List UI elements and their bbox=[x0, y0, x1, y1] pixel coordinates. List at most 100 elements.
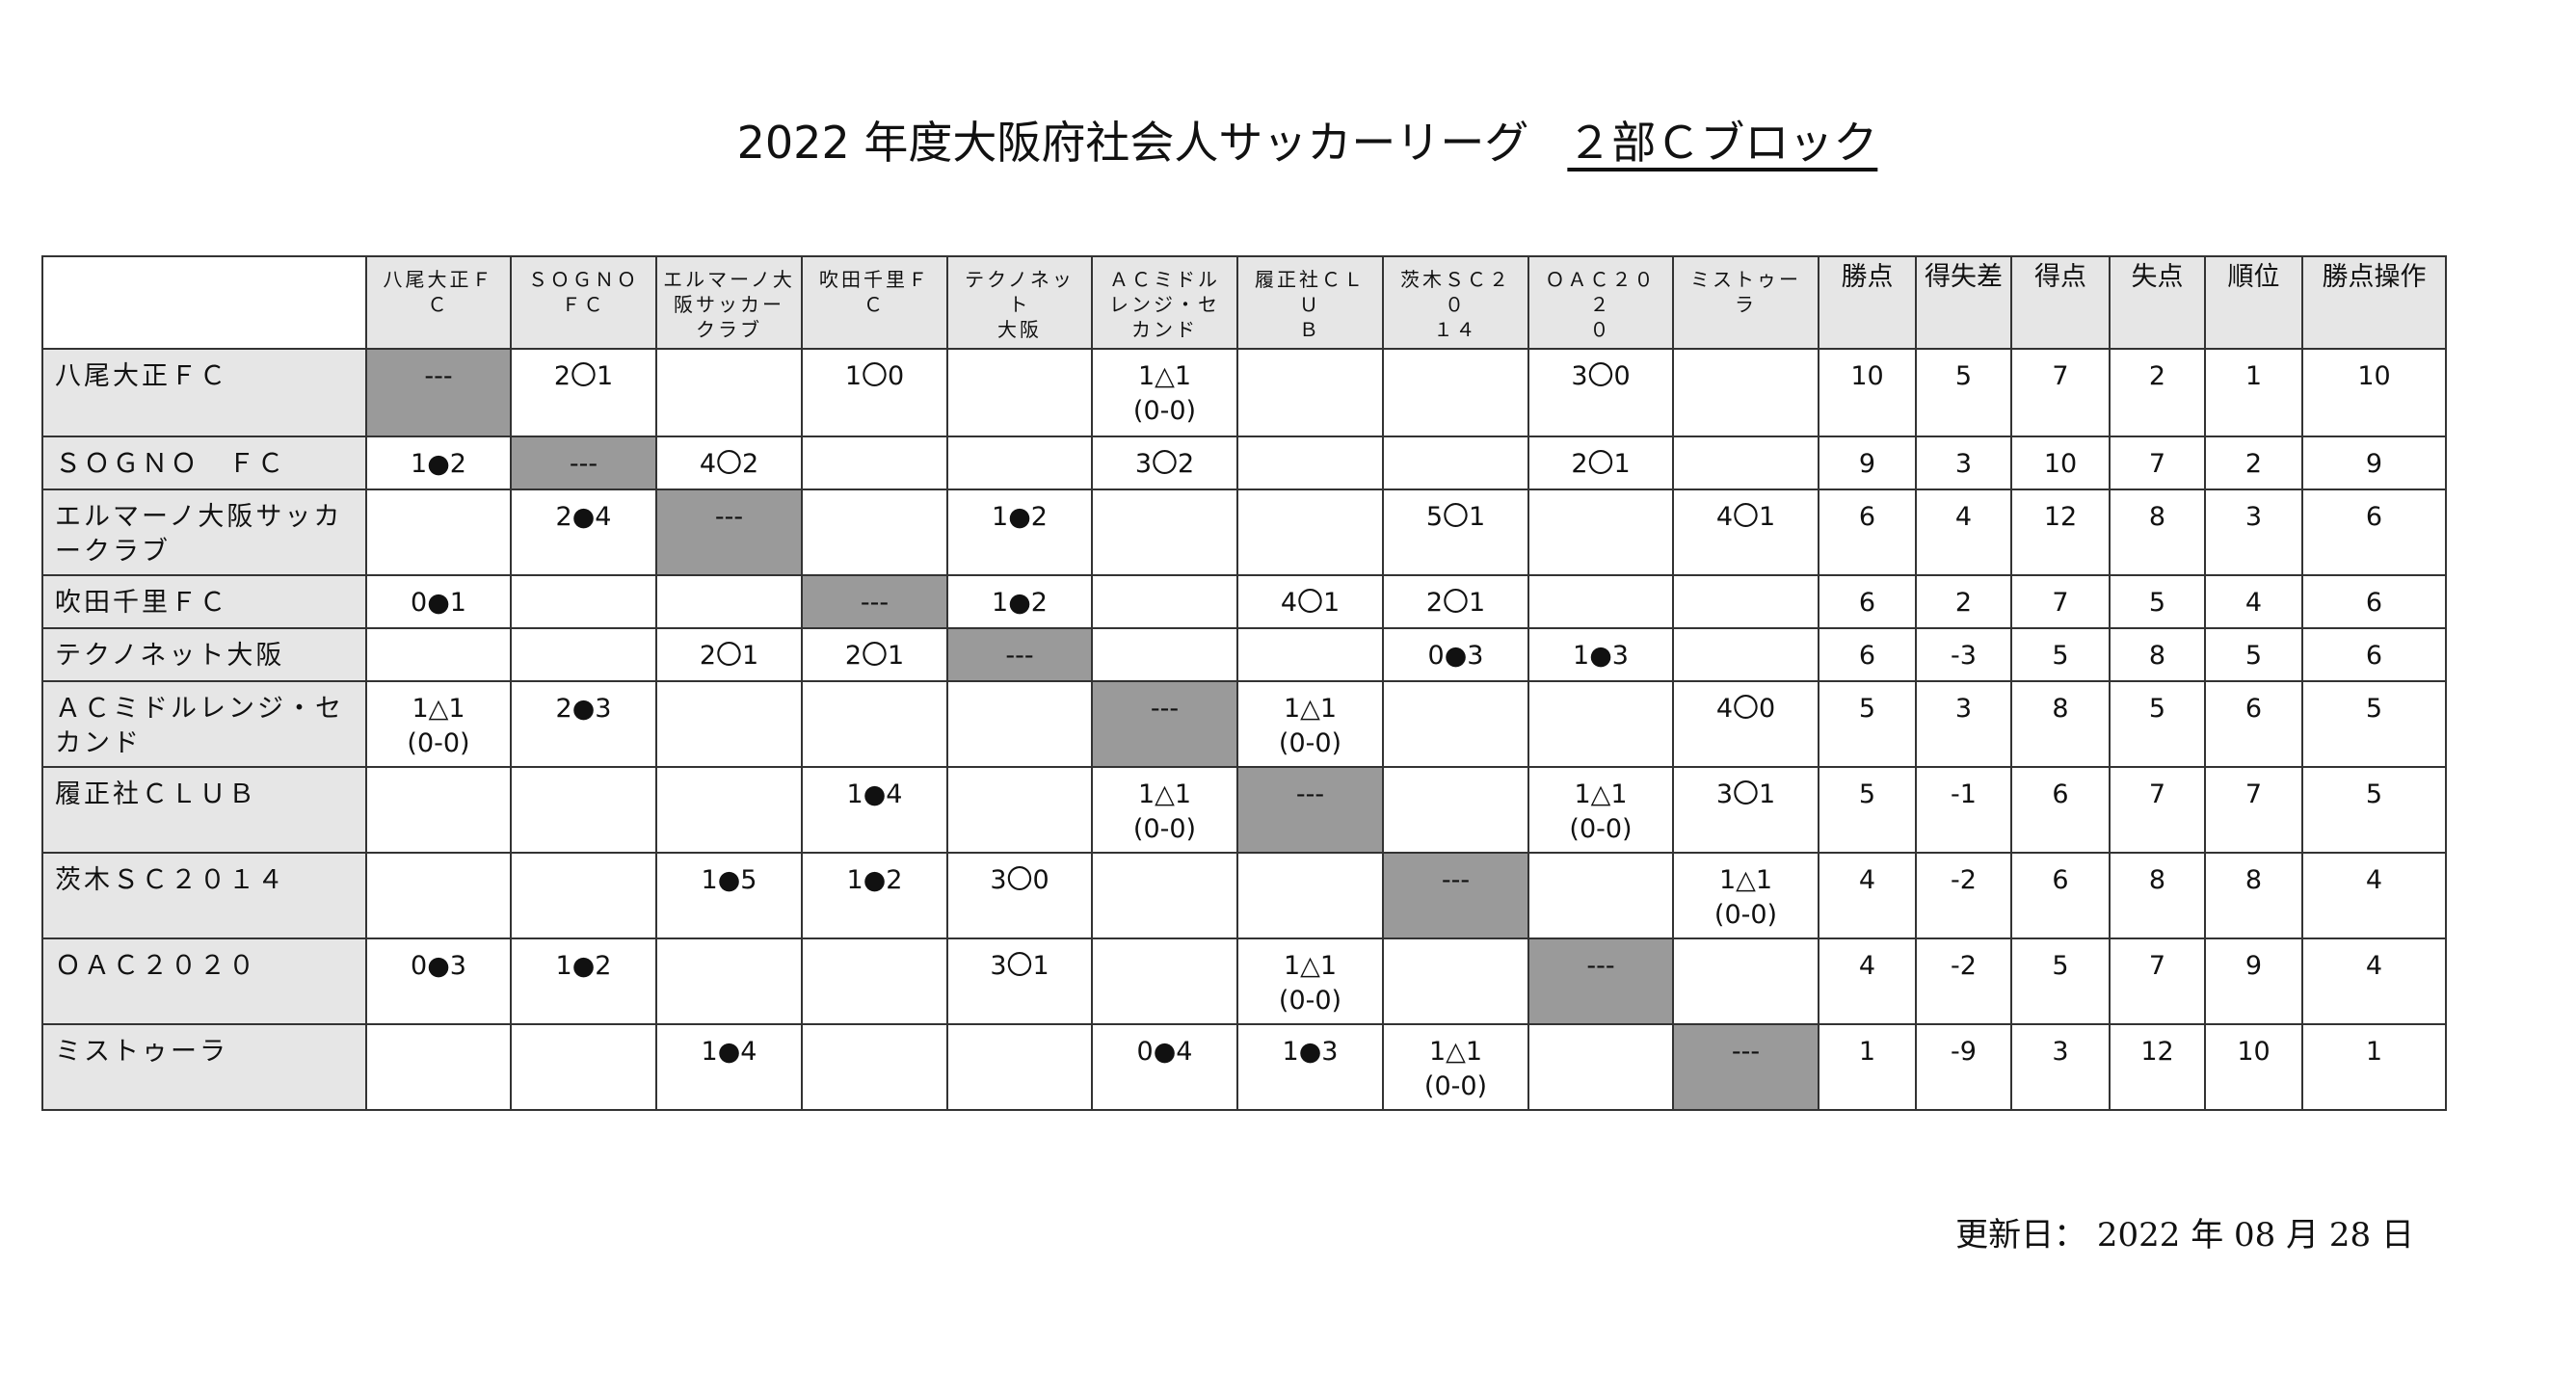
result-cell bbox=[946, 436, 1093, 490]
team-name: 履正社ＣＬＵＢ bbox=[41, 766, 367, 854]
stat-cell: 4 bbox=[2301, 852, 2447, 939]
result-cell: 2〇1 bbox=[510, 348, 657, 437]
table-row: 茨木ＳＣ２０１４ 1●5 1●2 3〇0 --- 1△1 (0-0) 4 -2 6 8 8 4 bbox=[41, 852, 2447, 939]
result-cell bbox=[1672, 627, 1819, 682]
stat-cell: 5 bbox=[2301, 766, 2447, 854]
result-cell: 1●2 bbox=[365, 436, 512, 490]
result-cell bbox=[1672, 574, 1819, 629]
team-name: ＡＣミドルレンジ・セカンド bbox=[41, 680, 367, 768]
result-cell bbox=[1236, 348, 1384, 437]
result-cell bbox=[801, 1023, 948, 1111]
self-match-cell: --- bbox=[1672, 1023, 1819, 1111]
result-cell bbox=[365, 627, 512, 682]
stat-cell: 2 bbox=[1915, 574, 2012, 629]
stat-cell: 9 bbox=[2301, 436, 2447, 490]
stat-cell: 3 bbox=[2204, 488, 2303, 576]
result-cell: 1△1 (0-0) bbox=[1091, 348, 1238, 437]
result-cell: 1●2 bbox=[946, 574, 1093, 629]
stat-cell: 6 bbox=[1818, 574, 1917, 629]
title-main: 2022 年度大阪府社会人サッカーリーグ bbox=[736, 117, 1529, 169]
stat-cell: 6 bbox=[2010, 852, 2111, 939]
result-cell bbox=[1382, 680, 1529, 768]
result-cell bbox=[946, 1023, 1093, 1111]
result-cell bbox=[1527, 488, 1674, 576]
result-cell: 3〇1 bbox=[1672, 766, 1819, 854]
stat-cell: 6 bbox=[2204, 680, 2303, 768]
stat-cell: 12 bbox=[2010, 488, 2111, 576]
result-cell bbox=[801, 680, 948, 768]
stat-cell: 6 bbox=[2301, 627, 2447, 682]
result-cell: 2〇1 bbox=[1527, 436, 1674, 490]
result-cell: 1△1 (0-0) bbox=[1382, 1023, 1529, 1111]
result-cell: 4〇0 bbox=[1672, 680, 1819, 768]
stat-cell: 5 bbox=[1915, 348, 2012, 437]
result-cell bbox=[365, 852, 512, 939]
stat-cell: 5 bbox=[1818, 766, 1917, 854]
result-cell bbox=[655, 348, 803, 437]
result-cell: 5〇1 bbox=[1382, 488, 1529, 576]
team-name: ミストゥーラ bbox=[41, 1023, 367, 1111]
result-cell bbox=[1672, 348, 1819, 437]
result-cell: 1△1 (0-0) bbox=[1672, 852, 1819, 939]
stat-cell: 8 bbox=[2204, 852, 2303, 939]
stat-cell: 10 bbox=[2204, 1023, 2303, 1111]
column-header-team: 茨木ＳＣ２０ １４ bbox=[1382, 255, 1529, 350]
stat-cell: 1 bbox=[2204, 348, 2303, 437]
stat-cell: 5 bbox=[2010, 627, 2111, 682]
team-name: テクノネット大阪 bbox=[41, 627, 367, 682]
stat-cell: 3 bbox=[2010, 1023, 2111, 1111]
result-cell bbox=[655, 574, 803, 629]
result-cell bbox=[510, 1023, 657, 1111]
stat-cell: 6 bbox=[1818, 488, 1917, 576]
result-cell: 3〇0 bbox=[1527, 348, 1674, 437]
stat-cell: 4 bbox=[1915, 488, 2012, 576]
result-cell bbox=[1236, 436, 1384, 490]
stat-cell: 6 bbox=[2010, 766, 2111, 854]
result-cell: 1△1 (0-0) bbox=[1091, 766, 1238, 854]
result-cell bbox=[946, 766, 1093, 854]
result-cell: 0●1 bbox=[365, 574, 512, 629]
column-header-stat: 勝点 bbox=[1818, 255, 1917, 350]
result-cell: 1△1 (0-0) bbox=[1236, 680, 1384, 768]
stat-cell: 5 bbox=[2109, 680, 2206, 768]
stat-cell: 6 bbox=[2301, 574, 2447, 629]
result-cell bbox=[1091, 488, 1238, 576]
stat-cell: 7 bbox=[2010, 348, 2111, 437]
stat-cell: 8 bbox=[2109, 488, 2206, 576]
table-row: ＯＡＣ２０２０ 0●3 1●2 3〇1 1△1 (0-0) --- 4 -2 5 7 9 4 bbox=[41, 937, 2447, 1025]
table-row: 履正社ＣＬＵＢ 1●4 1△1 (0-0) --- 1△1 (0-0) 3〇1 5 -1 6 7 7… bbox=[41, 766, 2447, 854]
result-cell: 0●3 bbox=[1382, 627, 1529, 682]
result-cell bbox=[1527, 852, 1674, 939]
stat-cell: 6 bbox=[1818, 627, 1917, 682]
result-cell: 2●3 bbox=[510, 680, 657, 768]
self-match-cell: --- bbox=[365, 348, 512, 437]
self-match-cell: --- bbox=[655, 488, 803, 576]
result-cell bbox=[510, 574, 657, 629]
stat-cell: 1 bbox=[1818, 1023, 1917, 1111]
result-cell: 1△1 (0-0) bbox=[365, 680, 512, 768]
self-match-cell: --- bbox=[1382, 852, 1529, 939]
stat-cell: 7 bbox=[2109, 937, 2206, 1025]
stat-cell: 8 bbox=[2109, 852, 2206, 939]
stat-cell: 2 bbox=[2204, 436, 2303, 490]
stat-cell: 7 bbox=[2109, 436, 2206, 490]
stat-cell: 3 bbox=[1915, 436, 2012, 490]
result-cell bbox=[1382, 348, 1529, 437]
result-cell bbox=[1091, 574, 1238, 629]
result-cell bbox=[1091, 852, 1238, 939]
stat-cell: 10 bbox=[2301, 348, 2447, 437]
result-cell: 0●4 bbox=[1091, 1023, 1238, 1111]
result-cell: 1●3 bbox=[1527, 627, 1674, 682]
result-cell bbox=[365, 766, 512, 854]
stat-cell: 4 bbox=[2204, 574, 2303, 629]
updated-date: 更新日： 2022 年 08 月 28 日 bbox=[1955, 1216, 2414, 1254]
stat-cell: 7 bbox=[2204, 766, 2303, 854]
result-cell: 4〇2 bbox=[655, 436, 803, 490]
result-cell: 1●2 bbox=[801, 852, 948, 939]
stat-cell: 3 bbox=[1915, 680, 2012, 768]
result-cell bbox=[365, 1023, 512, 1111]
result-cell bbox=[1382, 436, 1529, 490]
result-cell bbox=[1236, 488, 1384, 576]
result-cell: 4〇1 bbox=[1672, 488, 1819, 576]
stat-cell: 5 bbox=[2301, 680, 2447, 768]
